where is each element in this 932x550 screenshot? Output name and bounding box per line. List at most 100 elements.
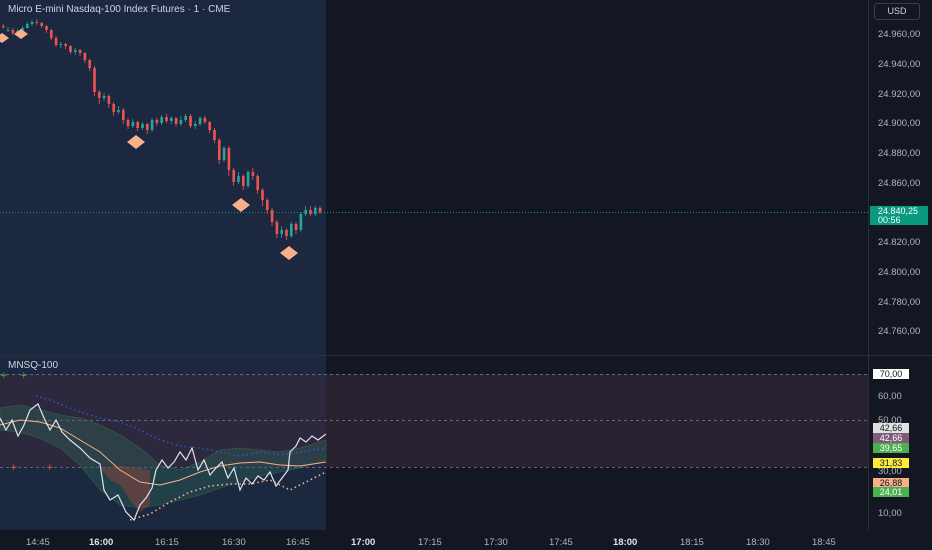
price-axis-label: 24.780,00 bbox=[878, 297, 921, 308]
time-axis-label: 17:15 bbox=[418, 537, 442, 548]
candle-body bbox=[174, 118, 178, 124]
session-highlight bbox=[0, 0, 326, 355]
candle-body bbox=[251, 172, 255, 176]
candle-body bbox=[102, 96, 106, 98]
time-axis-label: 16:15 bbox=[155, 537, 179, 548]
candle-body bbox=[294, 224, 298, 230]
price-axis-label: 24.920,00 bbox=[878, 89, 921, 100]
indicator-value-tag: 24,01 bbox=[873, 487, 909, 497]
candle-body bbox=[270, 210, 274, 222]
candle-body bbox=[218, 140, 221, 160]
candle-body bbox=[2, 26, 5, 27]
svg-text:+: + bbox=[46, 463, 54, 473]
candle-body bbox=[126, 120, 130, 126]
indicator-band bbox=[0, 404, 327, 509]
time-axis-label: 18:30 bbox=[746, 537, 770, 548]
indicator-axis-label: 50,00 bbox=[878, 415, 902, 426]
price-axis-label: 24.760,00 bbox=[878, 326, 921, 337]
candle-body bbox=[141, 124, 144, 128]
indicator-axis-label: 10,00 bbox=[878, 508, 902, 519]
time-axis-label: 17:00 bbox=[351, 537, 376, 548]
candle-body bbox=[213, 130, 216, 140]
indicator-value-tag: 31,83 bbox=[873, 458, 909, 468]
candle-body bbox=[242, 176, 245, 186]
candle-body bbox=[222, 148, 226, 160]
candle-body bbox=[155, 120, 159, 123]
signal-diamond bbox=[0, 33, 9, 43]
candle-body bbox=[107, 96, 111, 104]
candle-body bbox=[54, 38, 58, 45]
signal-diamond bbox=[280, 246, 298, 260]
svg-text:+: + bbox=[0, 371, 8, 381]
price-axis-label: 24.800,00 bbox=[878, 267, 921, 278]
candle-body bbox=[189, 116, 192, 126]
indicator-main-line bbox=[0, 403, 327, 522]
candle-body bbox=[35, 22, 39, 23]
signal-diamond bbox=[127, 135, 145, 149]
currency-button[interactable]: USD bbox=[874, 3, 920, 20]
candle-body bbox=[11, 30, 15, 33]
price-axis-label: 24.860,00 bbox=[878, 178, 921, 189]
indicator-signal-line bbox=[0, 419, 327, 486]
time-axis-label: 18:00 bbox=[613, 537, 638, 548]
candle-body bbox=[165, 117, 168, 121]
chart-title: Micro E-mini Nasdaq-100 Index Futures · … bbox=[8, 4, 231, 15]
candle-body bbox=[170, 118, 173, 121]
candle-body bbox=[40, 23, 43, 26]
candle-body bbox=[232, 170, 235, 182]
signal-diamonds bbox=[0, 29, 298, 260]
candle-body bbox=[30, 22, 34, 24]
candle-body bbox=[237, 176, 240, 182]
candle-body bbox=[290, 224, 293, 236]
candle-body bbox=[285, 230, 288, 236]
time-axis-label: 16:45 bbox=[286, 537, 310, 548]
candle-body bbox=[198, 118, 202, 124]
candle-body bbox=[136, 122, 139, 128]
candle-body bbox=[117, 110, 120, 112]
price-axis-label: 24.940,00 bbox=[878, 59, 921, 70]
candle-body bbox=[203, 118, 207, 122]
candle-body bbox=[227, 148, 231, 170]
candle-body bbox=[59, 44, 63, 45]
price-axis-label: 24.900,00 bbox=[878, 118, 921, 129]
indicator-value-tag: 39,65 bbox=[873, 443, 909, 453]
indicator-value-tag: 42,66 bbox=[873, 433, 909, 443]
candle-body bbox=[93, 68, 96, 92]
price-axis-label: 24.960,00 bbox=[878, 29, 921, 40]
candle-body bbox=[208, 122, 211, 130]
candle-body bbox=[83, 53, 87, 60]
candle-body bbox=[88, 60, 91, 68]
candle-body bbox=[184, 116, 187, 120]
time-axis-label: 18:15 bbox=[680, 537, 704, 548]
candle-body bbox=[261, 190, 264, 200]
candle-body bbox=[160, 117, 163, 123]
candle-body bbox=[112, 104, 115, 112]
candle-body bbox=[122, 110, 125, 120]
indicator-axis-label: 30,00 bbox=[878, 466, 902, 477]
time-axis-label: 14:45 bbox=[26, 537, 50, 548]
indicator-value-tag: 42,66 bbox=[873, 423, 909, 433]
svg-text:+: + bbox=[20, 371, 28, 381]
time-axis-label: 17:45 bbox=[549, 537, 573, 548]
svg-text:+: + bbox=[10, 463, 18, 473]
candle-body bbox=[69, 46, 72, 52]
candle-body bbox=[50, 30, 53, 38]
candle-body bbox=[266, 200, 269, 210]
indicator-drop-fill bbox=[100, 466, 150, 512]
candle-body bbox=[64, 44, 67, 46]
candle-body bbox=[98, 92, 101, 98]
last-price-value: 24.840,25 bbox=[878, 206, 919, 216]
indicator-title[interactable]: MNSQ-100 bbox=[8, 360, 59, 371]
candle-body bbox=[256, 176, 259, 190]
candle-body bbox=[6, 30, 10, 31]
candle-body bbox=[304, 210, 307, 214]
candle-body bbox=[45, 26, 48, 30]
indicator-value-tag: 70,00 bbox=[873, 369, 909, 379]
indicator-value-tag: 26,88 bbox=[873, 478, 909, 488]
candle-body bbox=[314, 208, 317, 214]
indicator-axis-label: 60,00 bbox=[878, 391, 902, 402]
candle-body bbox=[26, 24, 29, 28]
candle-body bbox=[179, 120, 183, 124]
price-axis-label: 24.880,00 bbox=[878, 148, 921, 159]
